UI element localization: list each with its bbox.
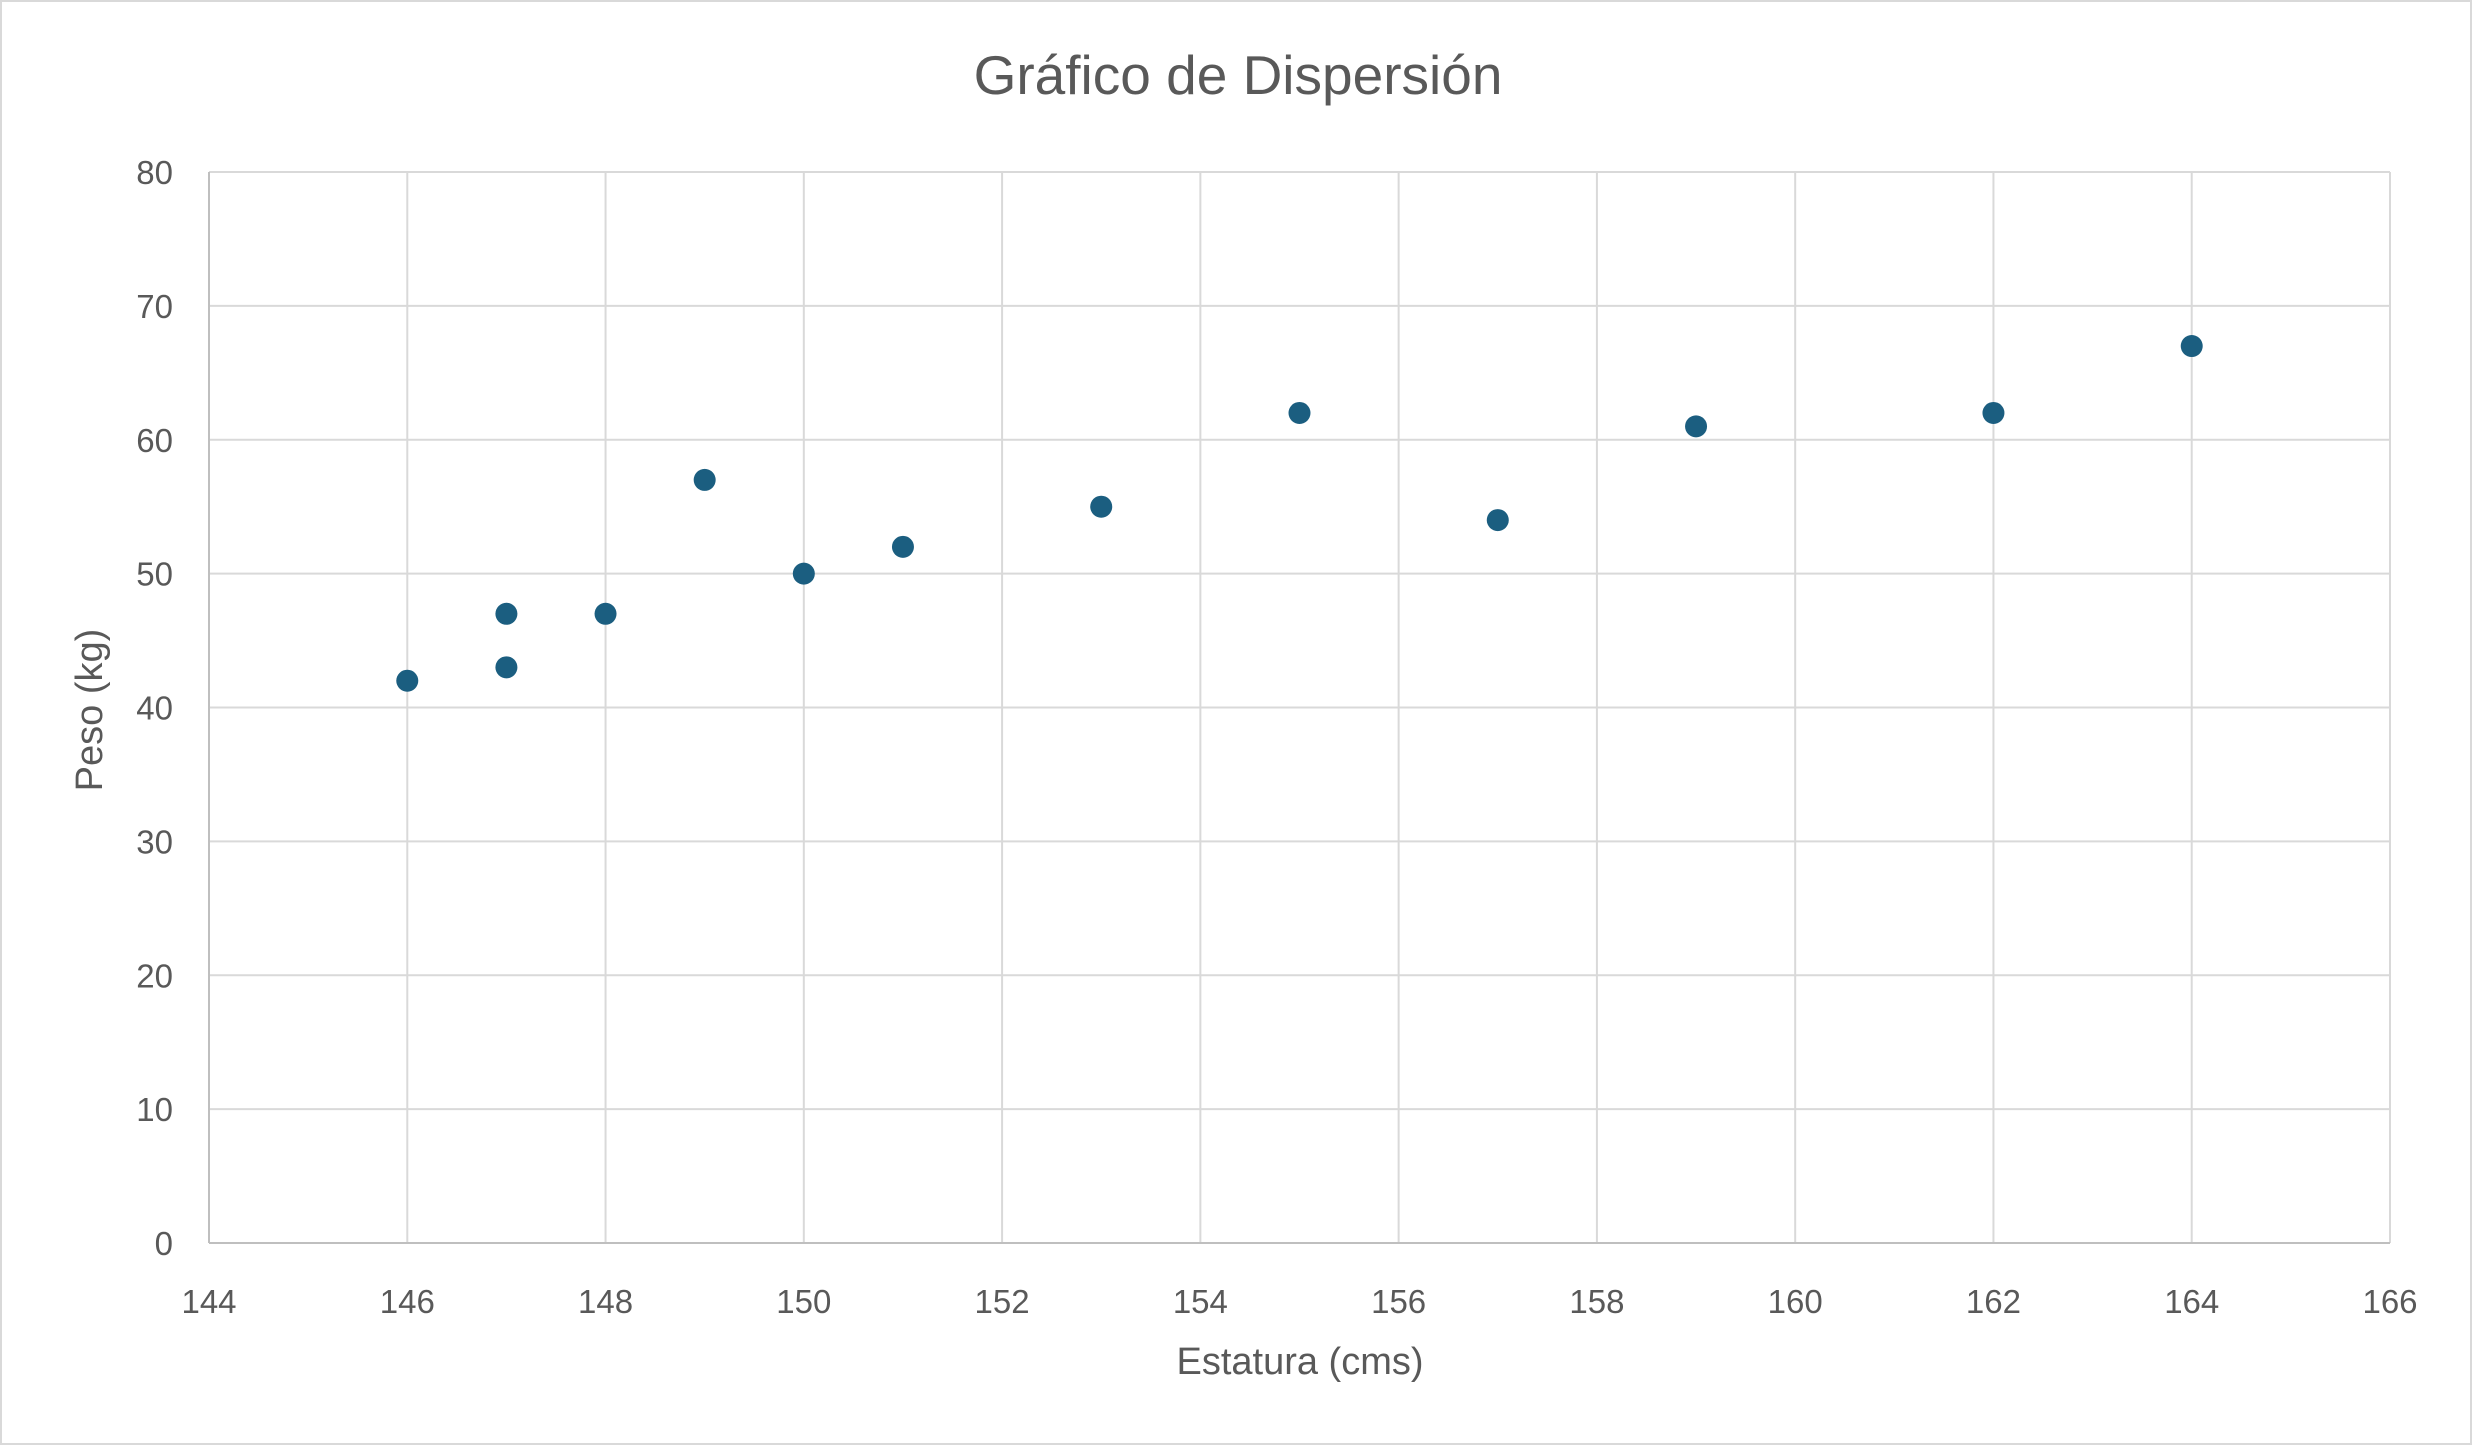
x-tick-label: 154 bbox=[1173, 1283, 1228, 1320]
y-tick-label: 10 bbox=[136, 1091, 173, 1128]
data-point bbox=[396, 669, 419, 692]
data-point bbox=[792, 562, 815, 585]
x-axis-label: Estatura (cms) bbox=[1176, 1341, 1423, 1383]
data-point bbox=[1685, 415, 1708, 438]
data-point bbox=[1288, 401, 1311, 424]
data-point bbox=[693, 468, 716, 491]
x-tick-label: 164 bbox=[2164, 1283, 2219, 1320]
data-point bbox=[1486, 509, 1509, 532]
y-tick-label: 40 bbox=[136, 690, 173, 727]
data-points bbox=[396, 335, 2203, 692]
data-point bbox=[594, 602, 617, 625]
y-tick-label: 0 bbox=[155, 1225, 173, 1262]
y-tick-label: 70 bbox=[136, 288, 173, 325]
y-axis-label: Peso (kg) bbox=[69, 629, 111, 792]
data-point bbox=[1982, 401, 2005, 424]
y-tick-label: 60 bbox=[136, 422, 173, 459]
data-point bbox=[495, 602, 518, 625]
x-tick-label: 160 bbox=[1768, 1283, 1823, 1320]
x-tick-label: 146 bbox=[380, 1283, 435, 1320]
y-tick-label: 30 bbox=[136, 823, 173, 860]
x-tick-label: 166 bbox=[2362, 1283, 2417, 1320]
data-point bbox=[495, 656, 518, 679]
x-tick-label: 158 bbox=[1569, 1283, 1624, 1320]
x-tick-label: 152 bbox=[975, 1283, 1030, 1320]
x-tick-label: 156 bbox=[1371, 1283, 1426, 1320]
chart-title: Gráfico de Dispersión bbox=[974, 44, 1503, 106]
gridlines bbox=[208, 171, 2391, 1244]
data-point bbox=[2180, 335, 2203, 358]
tick-labels: 0 10 20 30 40 50 60 70 80 144 146 148 150 152 154 156 15… bbox=[136, 154, 2417, 1320]
data-point bbox=[1090, 495, 1113, 518]
y-tick-label: 20 bbox=[136, 957, 173, 994]
data-point bbox=[891, 535, 914, 558]
x-tick-label: 144 bbox=[181, 1283, 236, 1320]
y-tick-label: 80 bbox=[136, 154, 173, 191]
x-tick-label: 148 bbox=[578, 1283, 633, 1320]
y-tick-label: 50 bbox=[136, 556, 173, 593]
x-tick-label: 162 bbox=[1966, 1283, 2021, 1320]
x-tick-label: 150 bbox=[776, 1283, 831, 1320]
